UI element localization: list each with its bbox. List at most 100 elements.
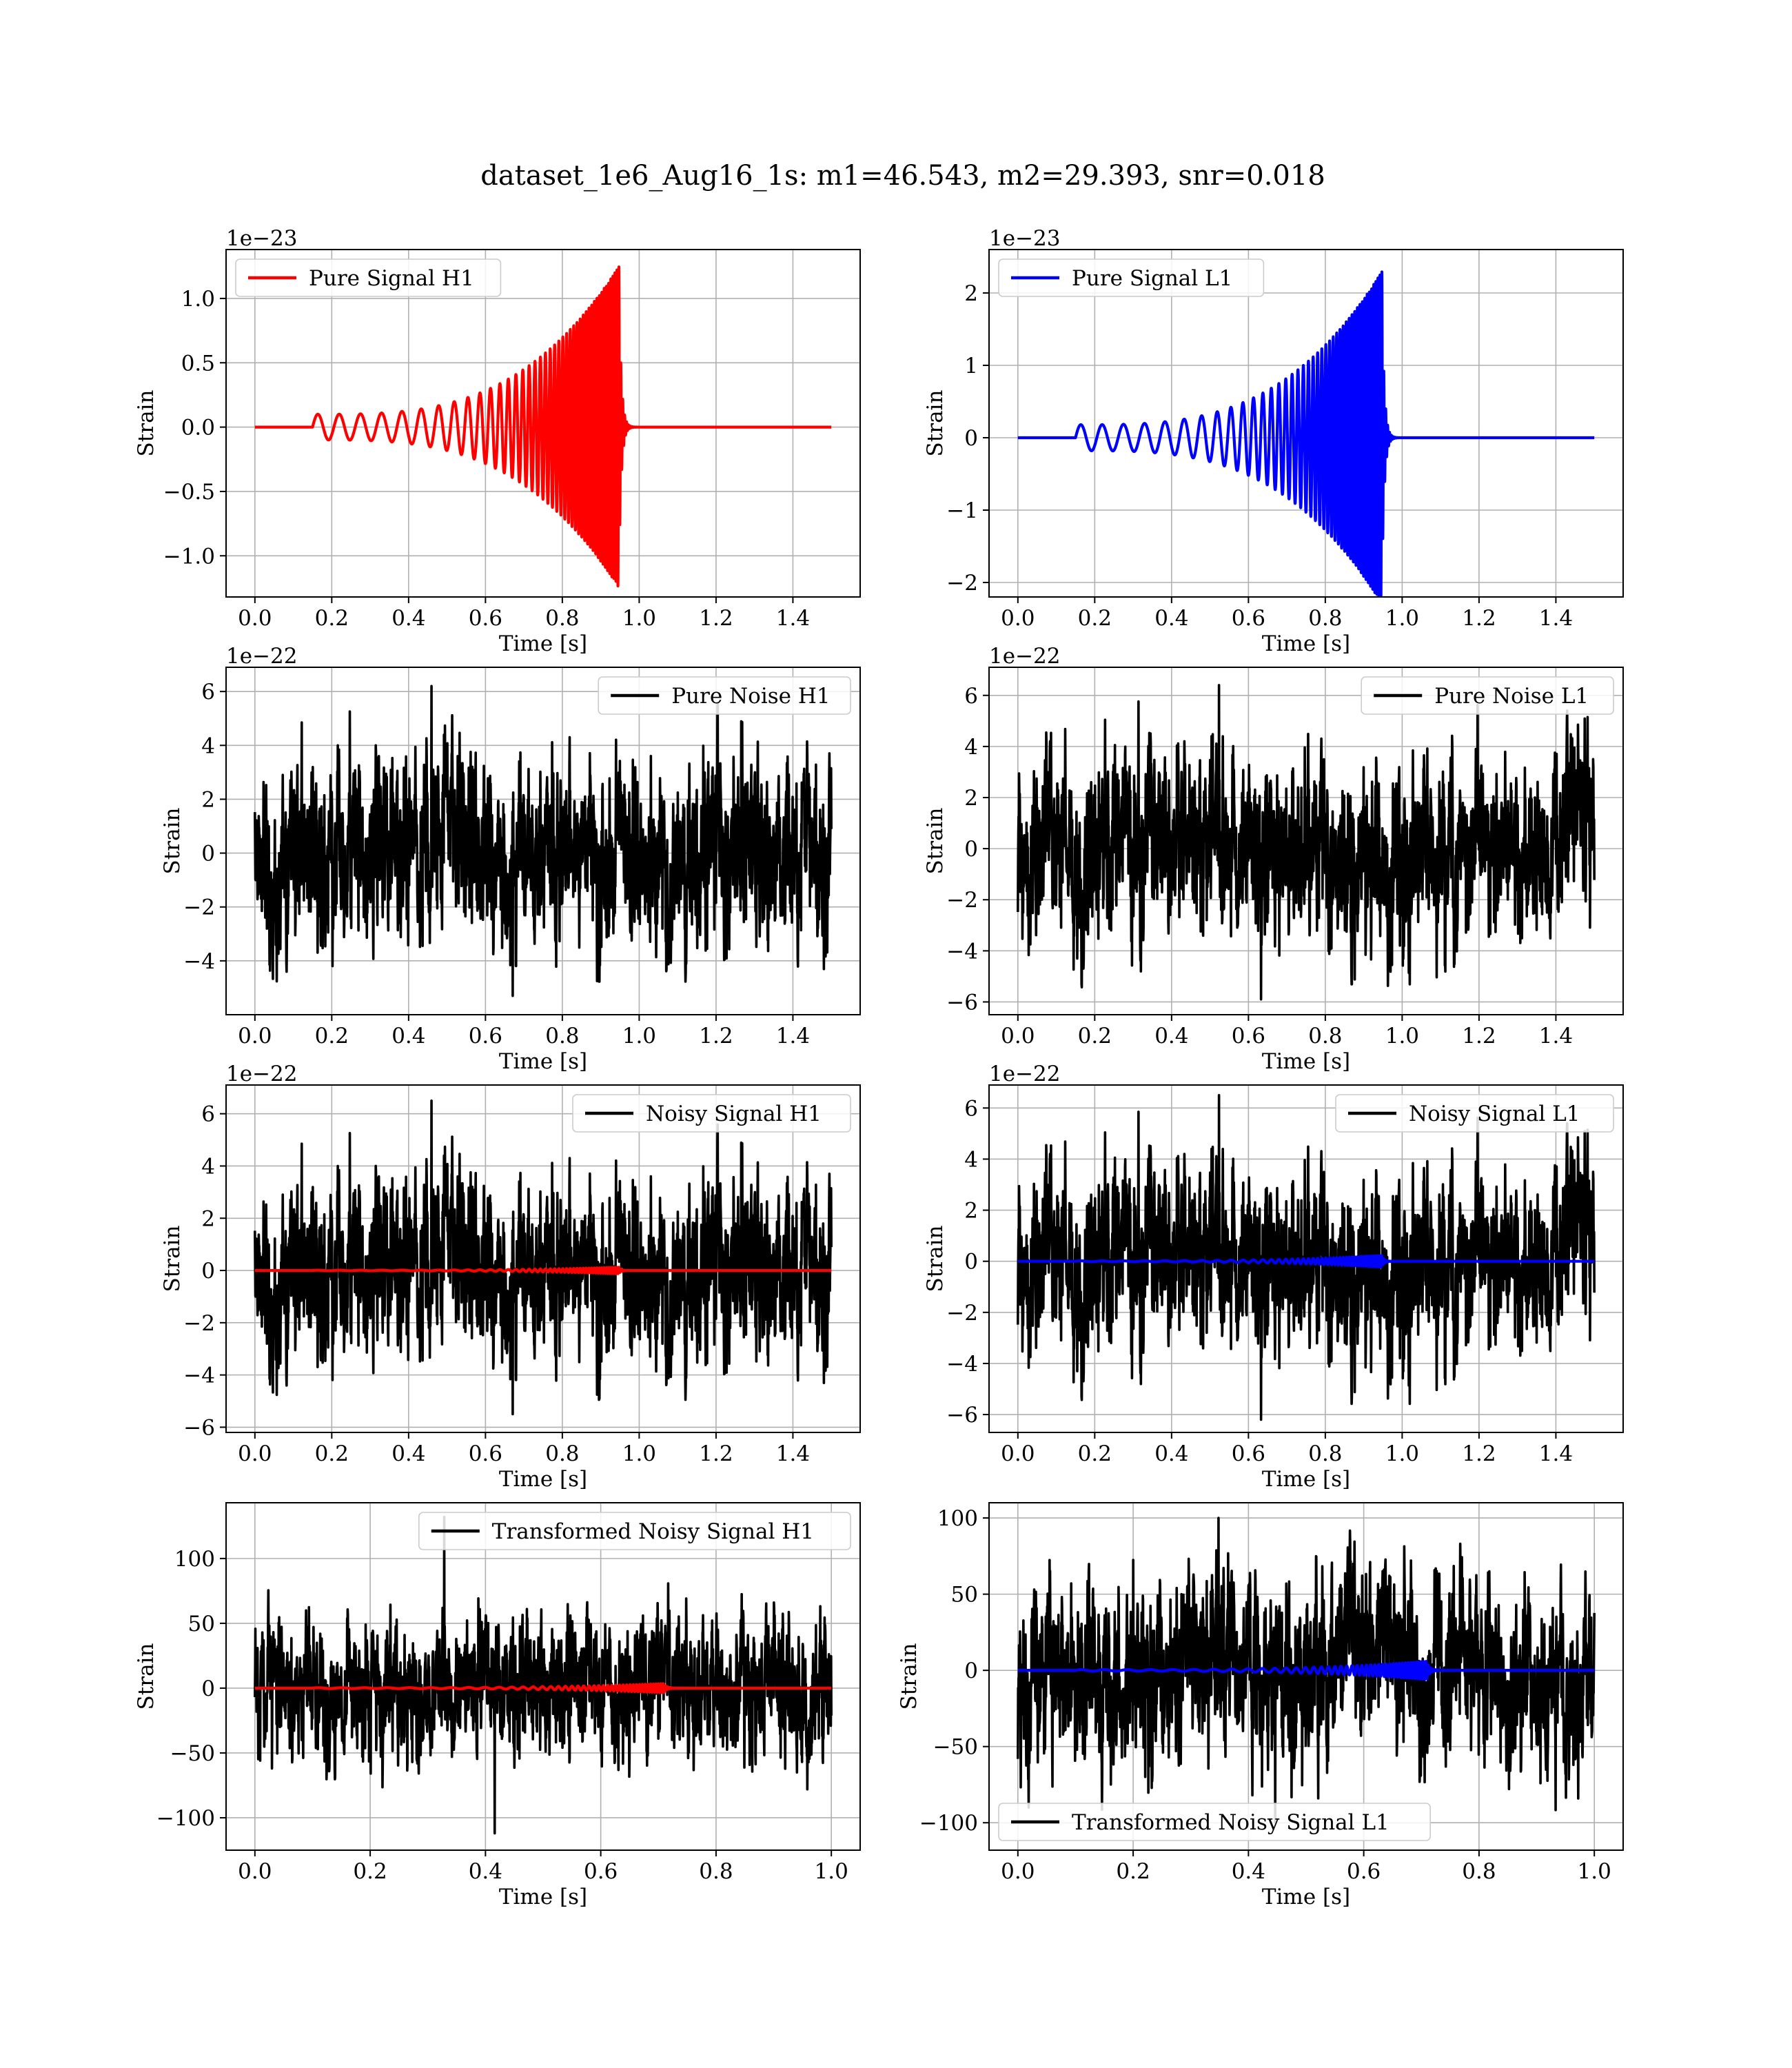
x-tick-label: 0.8: [545, 1024, 579, 1048]
axis-offset-text: 1e−22: [989, 644, 1061, 669]
x-tick-label: 1.2: [1462, 1024, 1496, 1048]
series-line-pure-signal-h1: [253, 265, 833, 588]
x-axis-label: Time [s]: [1262, 631, 1350, 656]
legend-box: [418, 1512, 851, 1550]
x-tick-label: 0.2: [1116, 1859, 1150, 1884]
series-line-pure-noise-h1: [254, 685, 833, 997]
y-axis-label: Strain: [897, 1643, 922, 1710]
y-tick-label: 2: [964, 281, 978, 306]
series-group: [1016, 1094, 1596, 1421]
y-tick-label: 50: [951, 1583, 978, 1608]
y-tick-label: 0: [964, 426, 978, 451]
x-tick-label: 0.2: [1078, 1441, 1112, 1466]
y-tick-label: −50: [170, 1741, 215, 1766]
y-tick-label: −6: [946, 990, 978, 1015]
legend-box: [235, 258, 502, 297]
x-axis-label: Time [s]: [1262, 1885, 1350, 1909]
subplot-pure-signal-l1: 0.0 0.2 0.4 0.6 0.8 1.0 1.2 1.4 −2 −1 0 1 2 Time [s] S…: [923, 226, 1624, 656]
y-tick-label: 2: [964, 1199, 978, 1224]
subplot-pure-noise-l1: 0.0 0.2 0.4 0.6 0.8 1.0 1.2 1.4 −6 −4 −2 0 2 4 6 Time […: [923, 644, 1624, 1074]
axis-offset-text: 1e−23: [989, 226, 1061, 251]
x-tick-label: 0.8: [1308, 1024, 1342, 1048]
axes-frame: [225, 1502, 861, 1851]
y-axis-label: Strain: [134, 390, 159, 457]
legend-label: Noisy Signal L1: [1409, 1102, 1580, 1126]
subplot-noisy-signal-l1: 0.0 0.2 0.4 0.6 0.8 1.0 1.2 1.4 −6 −4 −2 0 2 4 6 Time […: [923, 1062, 1624, 1492]
x-tick-label: 0.4: [1154, 1024, 1188, 1048]
x-tick-label: 1.0: [622, 1441, 656, 1466]
subplot-transformed-noisy-signal-l1: 0.0 0.2 0.4 0.6 0.8 1.0 −100 −50 0 50 100 Time [s] S…: [897, 1502, 1624, 1909]
axes-frame: [988, 1502, 1624, 1851]
y-tick-label: 6: [201, 680, 215, 704]
legend-box: [998, 258, 1265, 297]
x-tick-label: 1.4: [1539, 1024, 1573, 1048]
x-tick-label: 1.2: [699, 1441, 733, 1466]
axes-frame: [225, 667, 861, 1015]
x-tick-label: 0.6: [469, 606, 502, 631]
series-group: [1017, 684, 1596, 1001]
legend: Transformed Noisy Signal H1: [418, 1512, 851, 1550]
y-axis-label: Strain: [923, 1226, 948, 1292]
x-tick-label: 0.8: [545, 1441, 579, 1466]
x-tick-label: 1.2: [699, 1024, 733, 1048]
x-tick-label: 0.4: [1232, 1859, 1265, 1884]
legend-box: [1335, 1094, 1614, 1133]
x-tick-label: 0.8: [1462, 1859, 1496, 1884]
y-tick-label: 100: [937, 1506, 978, 1531]
y-tick-label: −1: [946, 498, 978, 523]
x-tick-label: 0.6: [1232, 1024, 1265, 1048]
x-tick-label: 0.4: [391, 1024, 425, 1048]
y-tick-label: 1: [964, 354, 978, 378]
x-tick-label: 1.0: [1385, 606, 1419, 631]
y-tick-label: 0: [201, 1259, 215, 1284]
axis-offset-text: 1e−22: [226, 1062, 298, 1086]
subplot-pure-noise-h1: 0.0 0.2 0.4 0.6 0.8 1.0 1.2 1.4 −4 −2 0 2 4 6 Time [s]…: [160, 644, 861, 1074]
x-tick-label: 1.4: [776, 1441, 810, 1466]
y-tick-label: 4: [964, 735, 978, 760]
x-tick-label: 1.4: [776, 1024, 810, 1048]
x-tick-label: 1.0: [1385, 1441, 1419, 1466]
legend: Transformed Noisy Signal L1: [998, 1803, 1432, 1841]
x-tick-label: 0.0: [238, 1859, 272, 1884]
x-tick-label: 0.4: [391, 1441, 425, 1466]
x-tick-label: 1.2: [1462, 606, 1496, 631]
legend: Noisy Signal L1: [1335, 1094, 1614, 1133]
series-group: [253, 1099, 833, 1416]
x-tick-label: 0.0: [1001, 606, 1035, 631]
legend: Pure Noise H1: [598, 676, 851, 715]
axes-frame: [988, 1084, 1624, 1433]
x-tick-label: 0.8: [545, 606, 579, 631]
x-tick-label: 1.4: [1539, 1441, 1573, 1466]
y-tick-label: −2: [946, 888, 978, 913]
series-line-overlay-1: [1016, 1660, 1596, 1681]
series-line-pure-signal-l1: [1016, 270, 1596, 597]
x-tick-label: 0.8: [1308, 1441, 1342, 1466]
y-tick-label: 6: [964, 1096, 978, 1121]
y-tick-label: −100: [919, 1811, 978, 1836]
legend-label: Pure Signal H1: [309, 266, 474, 291]
x-tick-label: 1.4: [1539, 606, 1573, 631]
y-tick-label: 0.0: [181, 416, 215, 440]
y-axis-label: Strain: [160, 808, 185, 875]
figure-title: dataset_1e6_Aug16_1s: m1=46.543, m2=29.3…: [480, 160, 1325, 192]
series-line-transformed-noisy-signal-h1: [254, 1515, 833, 1835]
x-tick-label: 0.6: [1232, 606, 1265, 631]
axis-offset-text: 1e−22: [226, 644, 298, 669]
x-tick-label: 0.6: [1347, 1859, 1381, 1884]
legend-box: [998, 1803, 1432, 1841]
series-line-noisy-signal-h1: [254, 1099, 833, 1416]
y-tick-label: −6: [946, 1403, 978, 1428]
x-axis-label: Time [s]: [499, 1049, 587, 1074]
x-tick-label: 0.6: [469, 1441, 502, 1466]
x-tick-label: 0.0: [1001, 1441, 1035, 1466]
y-axis-label: Strain: [160, 1226, 185, 1292]
subplot-pure-signal-h1: 0.0 0.2 0.4 0.6 0.8 1.0 1.2 1.4 −1.0 −0.5 0.0 0.5 1.…: [134, 226, 861, 656]
x-tick-label: 0.2: [1078, 1024, 1112, 1048]
series-line-transformed-noisy-signal-l1: [1017, 1517, 1596, 1825]
y-tick-label: −2: [946, 1301, 978, 1326]
y-tick-label: 4: [201, 733, 215, 758]
axis-offset-text: 1e−23: [226, 226, 298, 251]
legend-label: Pure Noise L1: [1434, 684, 1589, 709]
x-tick-label: 0.4: [1154, 606, 1188, 631]
